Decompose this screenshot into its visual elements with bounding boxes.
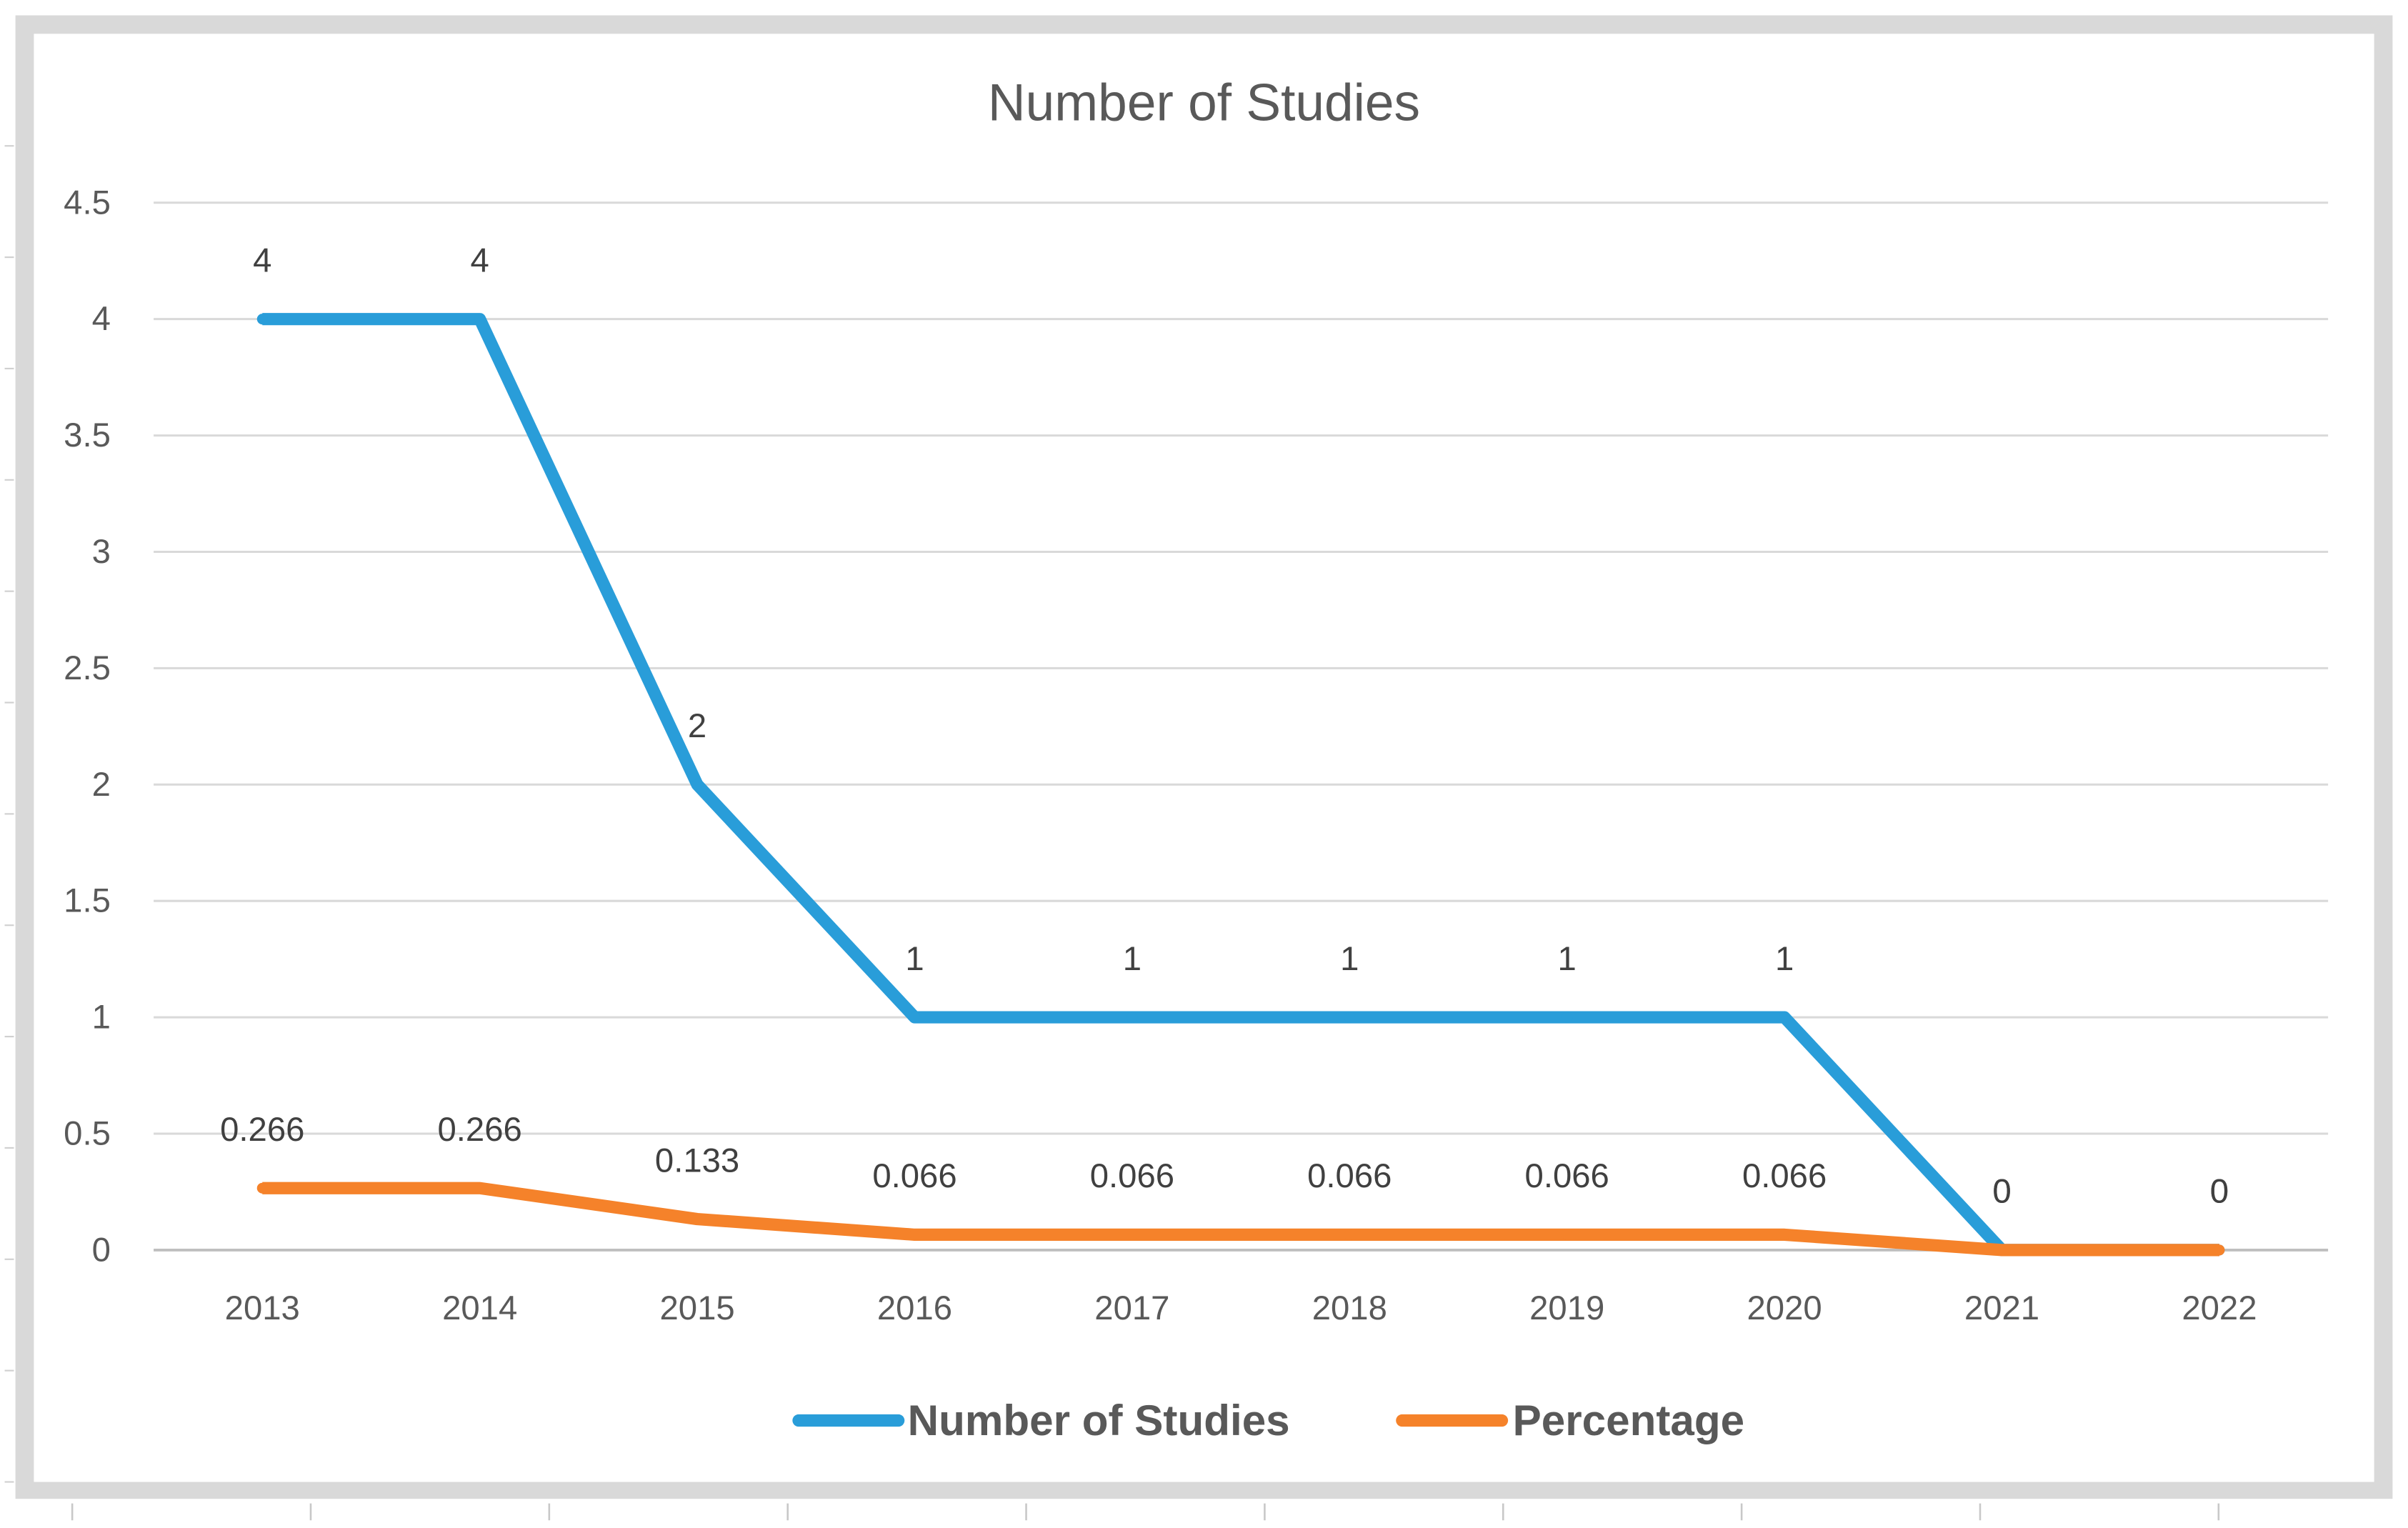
data-point	[256, 1182, 268, 1194]
data-label: 0.066	[1307, 1157, 1392, 1195]
legend: Number of Studies Percentage	[792, 1397, 1745, 1444]
x-axis: 2013 2014 2015 2016 2017 2018 2019 2020 2021 2022	[225, 1289, 2257, 1327]
x-tick-label: 2017	[1094, 1289, 1169, 1327]
x-tick-label: 2015	[659, 1289, 734, 1327]
data-point	[1344, 1229, 1355, 1240]
x-tick-label: 2021	[1964, 1289, 2039, 1327]
legend-label-percentage: Percentage	[1513, 1397, 1745, 1444]
data-label: 0	[2210, 1173, 2229, 1211]
data-label: 1	[1775, 940, 1794, 978]
y-tick-label: 1	[92, 999, 111, 1037]
data-point	[1562, 1012, 1573, 1023]
y-tick-label: 1.5	[64, 882, 111, 920]
data-label: 2	[688, 707, 706, 745]
data-labels: 4 4 2 1 1 1 1 1 0 0 0.266 0.266 0.133 0.066 0.066 0.066…	[220, 241, 2229, 1210]
y-tick-label: 4	[92, 300, 111, 338]
y-tick-label: 2.5	[64, 649, 111, 687]
data-point	[691, 1214, 703, 1225]
data-label: 0.066	[1090, 1157, 1174, 1195]
x-tick-label: 2014	[442, 1289, 517, 1327]
series-line-percentage	[262, 1182, 2219, 1257]
data-point	[2214, 1244, 2225, 1256]
series-line-number-of-studies	[262, 313, 2219, 1257]
data-point	[1126, 1229, 1138, 1240]
data-label: 0	[1992, 1173, 2011, 1211]
data-point	[1779, 1229, 1790, 1240]
data-label: 1	[1340, 940, 1359, 978]
data-label: 4	[471, 241, 489, 279]
data-point	[1779, 1012, 1790, 1023]
y-tick-label: 0.5	[64, 1114, 111, 1152]
frame-ticks	[4, 145, 2220, 1521]
data-label: 0.066	[1742, 1157, 1827, 1195]
data-label: 4	[253, 241, 271, 279]
data-label: 0	[2210, 1173, 2229, 1211]
data-point	[691, 779, 703, 790]
data-label: 0.066	[872, 1157, 956, 1195]
data-label: 0.066	[1525, 1157, 1609, 1195]
y-tick-label: 3.5	[64, 416, 111, 454]
data-label: 1	[1558, 940, 1577, 978]
y-tick-label: 3	[92, 533, 111, 571]
x-tick-label: 2022	[2182, 1289, 2257, 1327]
data-point	[909, 1229, 921, 1240]
data-label: 0.266	[438, 1111, 522, 1149]
x-tick-label: 2013	[225, 1289, 300, 1327]
x-tick-label: 2018	[1312, 1289, 1387, 1327]
data-point	[1996, 1244, 2008, 1256]
legend-label-number-of-studies: Number of Studies	[908, 1397, 1290, 1444]
data-point	[909, 1012, 921, 1023]
data-label: 1	[905, 940, 924, 978]
series-layer	[256, 313, 2225, 1257]
y-tick-label: 4.5	[64, 184, 111, 221]
data-point	[474, 314, 486, 325]
data-point	[1344, 1012, 1355, 1023]
x-tick-label: 2019	[1529, 1289, 1604, 1327]
series-percentage	[256, 1182, 2225, 1257]
y-tick-label: 2	[92, 766, 111, 804]
chart-area	[34, 34, 2374, 1482]
chart-title: Number of Studies	[988, 74, 1420, 132]
data-label: 0	[1992, 1173, 2011, 1211]
y-tick-label: 0	[92, 1231, 111, 1269]
x-tick-label: 2020	[1747, 1289, 1822, 1327]
data-label: 1	[1123, 940, 1141, 978]
x-tick-label: 2016	[877, 1289, 952, 1327]
data-point	[1562, 1229, 1573, 1240]
data-label: 0.266	[220, 1111, 304, 1149]
series-number-of-studies	[256, 313, 2225, 1257]
y-axis: 0 0.5 1 1.5 2 2.5 3 3.5 4 4.5	[64, 184, 111, 1269]
data-point	[474, 1182, 486, 1194]
data-point	[256, 314, 268, 325]
data-label: 0.133	[655, 1142, 739, 1179]
data-point	[1126, 1012, 1138, 1023]
